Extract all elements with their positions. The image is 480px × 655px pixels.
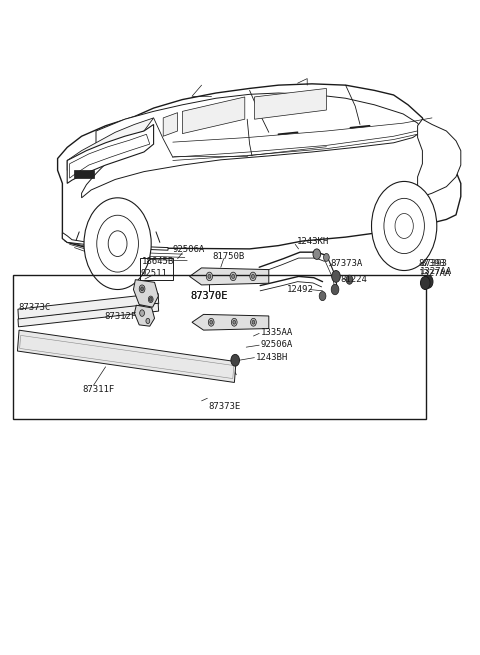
Polygon shape: [62, 233, 168, 250]
Text: 92511: 92511: [141, 269, 168, 278]
Circle shape: [84, 198, 151, 290]
Circle shape: [313, 249, 321, 259]
Text: 87370E: 87370E: [190, 291, 228, 301]
Circle shape: [230, 272, 236, 280]
Circle shape: [141, 287, 144, 291]
Polygon shape: [254, 88, 326, 119]
Text: 87393: 87393: [420, 259, 447, 268]
Circle shape: [319, 291, 326, 301]
Circle shape: [210, 320, 213, 324]
Circle shape: [331, 284, 339, 295]
Bar: [13, 275, 426, 419]
Text: 87373C: 87373C: [18, 303, 50, 312]
Circle shape: [250, 272, 256, 280]
Polygon shape: [58, 84, 461, 249]
Circle shape: [146, 318, 150, 324]
Polygon shape: [67, 124, 154, 183]
Text: 1327AA: 1327AA: [419, 269, 451, 278]
Polygon shape: [190, 268, 269, 285]
Circle shape: [140, 310, 144, 316]
Polygon shape: [82, 93, 422, 198]
Text: 1335AA: 1335AA: [261, 328, 293, 337]
Polygon shape: [418, 119, 461, 196]
Circle shape: [148, 296, 153, 303]
Circle shape: [252, 320, 255, 324]
Circle shape: [251, 318, 256, 326]
Circle shape: [324, 253, 329, 261]
Text: 87312F: 87312F: [105, 312, 137, 321]
Circle shape: [233, 320, 236, 324]
Polygon shape: [18, 293, 159, 320]
Text: 1243BH: 1243BH: [256, 353, 288, 362]
Text: 92506A: 92506A: [173, 245, 205, 254]
Text: 18645B: 18645B: [142, 257, 174, 267]
Bar: [140, 258, 173, 280]
Polygon shape: [74, 170, 94, 178]
Text: 87370E: 87370E: [190, 291, 228, 301]
Polygon shape: [133, 280, 158, 307]
Circle shape: [332, 271, 340, 282]
Text: 81224: 81224: [341, 274, 368, 284]
Text: 92506A: 92506A: [261, 340, 293, 349]
Polygon shape: [163, 113, 178, 136]
Circle shape: [208, 274, 211, 278]
Circle shape: [231, 318, 237, 326]
Circle shape: [208, 318, 214, 326]
Circle shape: [206, 272, 213, 280]
Text: 12492: 12492: [287, 285, 314, 294]
Text: 87373A: 87373A: [330, 259, 362, 269]
Polygon shape: [17, 330, 236, 383]
Circle shape: [423, 275, 433, 288]
Text: 81750B: 81750B: [212, 252, 244, 261]
Circle shape: [108, 231, 127, 257]
Polygon shape: [134, 305, 155, 326]
Circle shape: [149, 297, 152, 301]
Text: 87393: 87393: [419, 259, 445, 268]
Text: 1243KH: 1243KH: [297, 236, 329, 246]
Text: 87311F: 87311F: [83, 384, 115, 394]
Circle shape: [420, 276, 430, 290]
Circle shape: [346, 275, 353, 284]
Circle shape: [384, 198, 424, 253]
Circle shape: [395, 214, 413, 238]
Circle shape: [97, 215, 138, 272]
Polygon shape: [182, 97, 245, 134]
Text: 1327AA: 1327AA: [420, 267, 452, 276]
Text: 87373E: 87373E: [209, 402, 241, 411]
Circle shape: [139, 285, 145, 293]
Polygon shape: [67, 118, 154, 170]
Circle shape: [252, 274, 254, 278]
Polygon shape: [192, 314, 269, 330]
Polygon shape: [18, 303, 158, 327]
Circle shape: [372, 181, 437, 271]
Circle shape: [231, 354, 240, 366]
Circle shape: [232, 274, 235, 278]
